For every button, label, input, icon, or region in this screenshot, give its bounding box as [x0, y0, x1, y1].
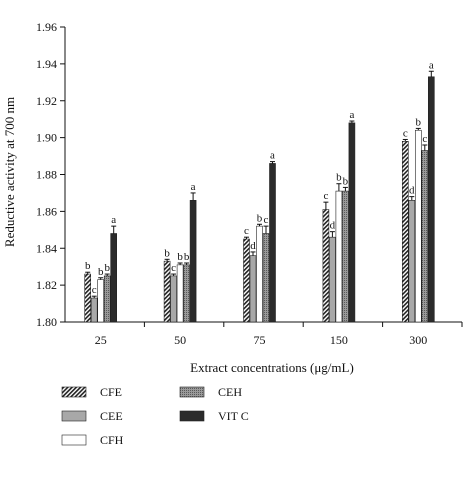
significance-label: c — [264, 214, 269, 226]
legend-swatch-ceh — [179, 386, 205, 398]
significance-label: b — [85, 260, 91, 272]
significance-label: c — [171, 262, 176, 274]
legend: CFE CEE CFH CEH VIT C — [61, 385, 249, 447]
bar-ceh — [342, 190, 349, 323]
bar-cee — [408, 200, 416, 323]
legend-label-ceh: CEH — [218, 385, 242, 399]
legend-swatch-cee — [61, 410, 87, 422]
legend-swatch-vit-c — [179, 410, 205, 422]
significance-label: a — [349, 109, 354, 121]
y-tick-label: 1.88 — [36, 168, 57, 182]
bar-ceh — [103, 275, 111, 323]
significance-label: d — [250, 240, 256, 252]
legend-label-cfe: CFE — [100, 385, 122, 399]
bar-cfe — [84, 273, 91, 323]
legend-label-vit-c: VIT C — [218, 409, 249, 423]
bar-vit-c — [269, 163, 276, 323]
x-tick-label: 50 — [174, 333, 186, 347]
bar-cee — [170, 275, 177, 323]
bar-vit-c — [348, 122, 356, 323]
significance-label: b — [416, 116, 422, 128]
significance-label: c — [403, 127, 408, 139]
significance-label: c — [92, 284, 97, 296]
y-tick-label: 1.90 — [36, 131, 57, 145]
bar-cfe — [163, 260, 171, 323]
legend-swatch-cfe — [61, 386, 87, 398]
significance-label: b — [343, 175, 349, 187]
significance-label: b — [257, 212, 263, 224]
significance-label: a — [191, 181, 196, 193]
x-axis-label: Extract concentrations (μg/mL) — [190, 360, 354, 375]
bar-vit-c — [110, 233, 117, 323]
significance-label: a — [111, 214, 116, 226]
significance-label: d — [330, 220, 336, 232]
y-tick-label: 1.96 — [36, 20, 57, 34]
significance-label: b — [104, 262, 110, 274]
bar-cee — [249, 255, 257, 323]
bar-cfe — [322, 209, 330, 323]
y-tick-label: 1.80 — [36, 315, 57, 329]
bar-vit-c — [427, 76, 435, 323]
bar-cee — [90, 297, 98, 323]
y-tick-label: 1.86 — [36, 204, 57, 218]
bar-cfh — [256, 225, 263, 323]
bar-cfh — [335, 190, 343, 323]
significance-label: a — [429, 59, 434, 71]
legend-label-cfh: CFH — [100, 433, 124, 447]
y-tick-label: 1.84 — [36, 241, 57, 255]
bar-cfe — [243, 238, 250, 323]
bar-cfh — [176, 264, 184, 323]
y-tick-label: 1.82 — [36, 278, 57, 292]
significance-label: c — [244, 225, 249, 237]
axes: 1.80 1.82 1.84 1.86 1.88 1.90 1.92 1.94 1.96 25 50… — [36, 20, 463, 347]
significance-label: a — [270, 150, 275, 162]
significance-label: b — [336, 172, 342, 184]
significance-label: b — [184, 251, 190, 263]
bar-cfe — [401, 141, 409, 323]
significance-label: c — [422, 133, 427, 145]
x-tick-label: 300 — [409, 333, 427, 347]
significance-label: b — [164, 247, 170, 259]
y-tick-label: 1.92 — [36, 94, 57, 108]
bar-ceh — [183, 264, 190, 323]
significance-label: b — [177, 251, 183, 263]
legend-label-cee: CEE — [100, 409, 123, 423]
bar-ceh — [421, 150, 429, 323]
bar-cee — [329, 236, 336, 323]
x-tick-label: 75 — [254, 333, 266, 347]
significance-label: b — [98, 266, 104, 278]
x-tick-label: 150 — [330, 333, 348, 347]
bar-ceh — [262, 233, 270, 323]
bar-cfh — [97, 279, 104, 323]
x-tick-label: 25 — [95, 333, 107, 347]
y-tick-label: 1.94 — [36, 57, 57, 71]
y-axis-label: Reductive activity at 700 nm — [2, 97, 17, 247]
legend-swatch-cfh — [61, 434, 87, 446]
bar-vit-c — [189, 200, 197, 323]
bar-cfh — [414, 129, 422, 323]
significance-label: d — [409, 185, 415, 197]
significance-label: c — [323, 190, 328, 202]
